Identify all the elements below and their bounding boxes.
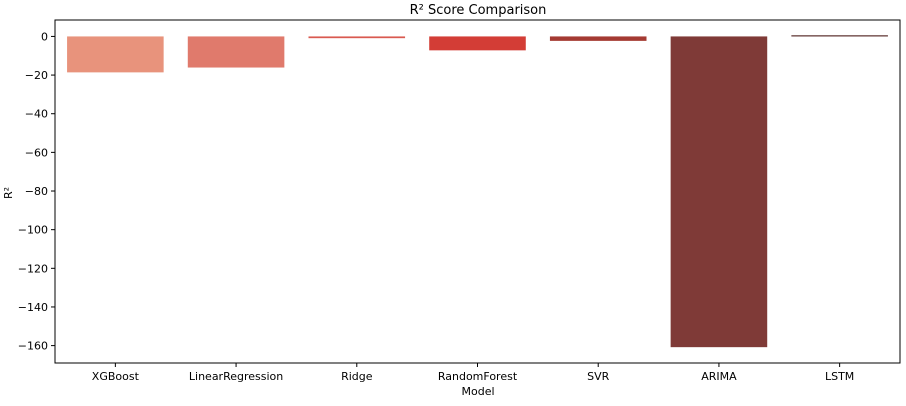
bar-ridge (308, 36, 406, 39)
x-axis-label: Model (461, 385, 494, 398)
x-tick-label: XGBoost (92, 370, 140, 383)
x-tick-label: ARIMA (701, 370, 737, 383)
y-axis-label: R² (2, 187, 15, 199)
bars-layer (67, 35, 888, 348)
y-tick-label: −140 (18, 301, 48, 314)
y-tick-label: −80 (25, 185, 48, 198)
x-tick-label: LSTM (825, 370, 854, 383)
y-tick-label: −160 (18, 340, 48, 353)
bar-svr (549, 36, 647, 41)
y-tick-label: 0 (41, 30, 48, 43)
plot-frame (54, 19, 901, 364)
x-tick-label: LinearRegression (189, 370, 283, 383)
y-tick-label: −40 (25, 108, 48, 121)
x-tick-label: Ridge (341, 370, 373, 383)
y-tick-label: −20 (25, 69, 48, 82)
y-tick-label: −100 (18, 224, 48, 237)
bar-xgboost (67, 36, 164, 73)
bar-arima (670, 36, 768, 348)
x-tick-label: RandomForest (438, 370, 518, 383)
y-tick-label: −120 (18, 262, 48, 275)
bar-lstm (791, 35, 888, 37)
axes-layer: 0 −20 −40 −60 −80 −100 −120 −140 −160 XGBoost Line… (18, 19, 901, 383)
x-tick-label: SVR (587, 370, 610, 383)
bar-randomforest (429, 36, 526, 51)
y-tick-label: −60 (25, 146, 48, 159)
chart-title: R² Score Comparison (410, 3, 547, 18)
bar-linearregression (187, 36, 285, 68)
